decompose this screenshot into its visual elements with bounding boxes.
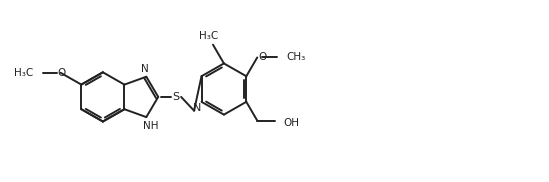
Text: S: S [172, 92, 180, 102]
Text: N: N [142, 64, 149, 74]
Text: H₃C: H₃C [14, 68, 33, 78]
Text: H₃C: H₃C [199, 31, 219, 41]
Text: CH₃: CH₃ [286, 52, 305, 62]
Text: NH: NH [143, 121, 158, 131]
Text: OH: OH [283, 118, 299, 128]
Text: N: N [193, 103, 201, 113]
Text: O: O [258, 52, 266, 62]
Text: O: O [58, 68, 66, 78]
